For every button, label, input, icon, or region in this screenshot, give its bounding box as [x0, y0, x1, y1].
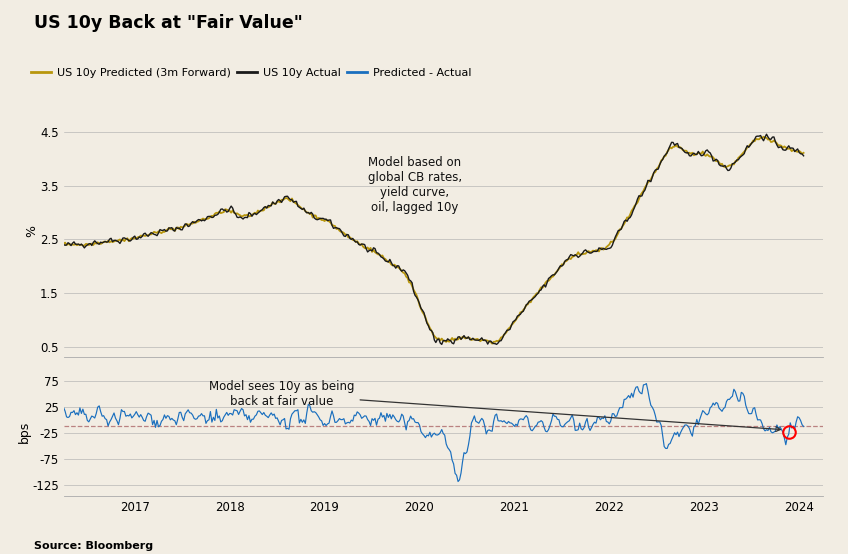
- Text: Model based on
global CB rates,
yield curve,
oil, lagged 10y: Model based on global CB rates, yield cu…: [367, 156, 461, 214]
- Y-axis label: %: %: [25, 225, 39, 237]
- Text: Source: Bloomberg: Source: Bloomberg: [34, 541, 153, 551]
- Y-axis label: bps: bps: [18, 421, 31, 443]
- Text: Model sees 10y as being
back at fair value: Model sees 10y as being back at fair val…: [209, 381, 780, 432]
- Text: US 10y Back at "Fair Value": US 10y Back at "Fair Value": [34, 14, 303, 32]
- Legend: US 10y Predicted (3m Forward), US 10y Actual, Predicted - Actual: US 10y Predicted (3m Forward), US 10y Ac…: [27, 64, 476, 83]
